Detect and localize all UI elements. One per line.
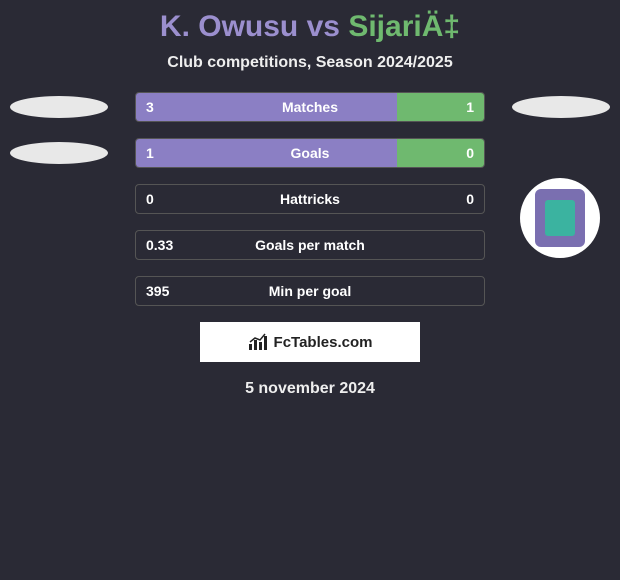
- chart-icon: [248, 333, 268, 351]
- stat-row: 1 0 Goals: [0, 138, 620, 168]
- subtitle: Club competitions, Season 2024/2025: [0, 54, 620, 72]
- stat-left-value: 1: [146, 145, 154, 161]
- stat-bar: 1 0 Goals: [135, 138, 485, 168]
- stat-label: Goals: [291, 145, 330, 161]
- stat-bar: 0.33 Goals per match: [135, 230, 485, 260]
- player2-name: SijariÄ‡: [348, 10, 460, 43]
- branding-text: FcTables.com: [274, 334, 373, 351]
- club-badge-inner: [535, 189, 585, 247]
- stat-row: 3 1 Matches: [0, 92, 620, 122]
- stat-row: 395 Min per goal: [0, 276, 620, 306]
- club-shield-icon: [545, 200, 575, 236]
- vs-text: vs: [307, 10, 340, 43]
- stat-left-value: 395: [146, 283, 169, 299]
- player1-name: K. Owusu: [160, 10, 298, 43]
- team-badge-left: [10, 142, 108, 164]
- stat-label: Min per goal: [269, 283, 351, 299]
- stat-right-value: 0: [466, 145, 474, 161]
- stat-left-value: 0.33: [146, 237, 173, 253]
- stat-bar: 0 0 Hattricks: [135, 184, 485, 214]
- stat-label: Hattricks: [280, 191, 340, 207]
- stat-bar: 395 Min per goal: [135, 276, 485, 306]
- stat-right-value: 1: [466, 99, 474, 115]
- stat-bar: 3 1 Matches: [135, 92, 485, 122]
- stat-label: Goals per match: [255, 237, 365, 253]
- page-title: K. Owusu vs SijariÄ‡: [0, 10, 620, 44]
- team-badge-right: [512, 96, 610, 118]
- stat-label: Matches: [282, 99, 338, 115]
- stat-right-value: 0: [466, 191, 474, 207]
- stat-left-value: 3: [146, 99, 154, 115]
- team-badge-left: [10, 96, 108, 118]
- branding-box: FcTables.com: [200, 322, 420, 362]
- bar-left-fill: [136, 93, 397, 121]
- date-text: 5 november 2024: [0, 380, 620, 398]
- club-badge: [520, 178, 600, 258]
- stat-left-value: 0: [146, 191, 154, 207]
- bar-left-fill: [136, 139, 397, 167]
